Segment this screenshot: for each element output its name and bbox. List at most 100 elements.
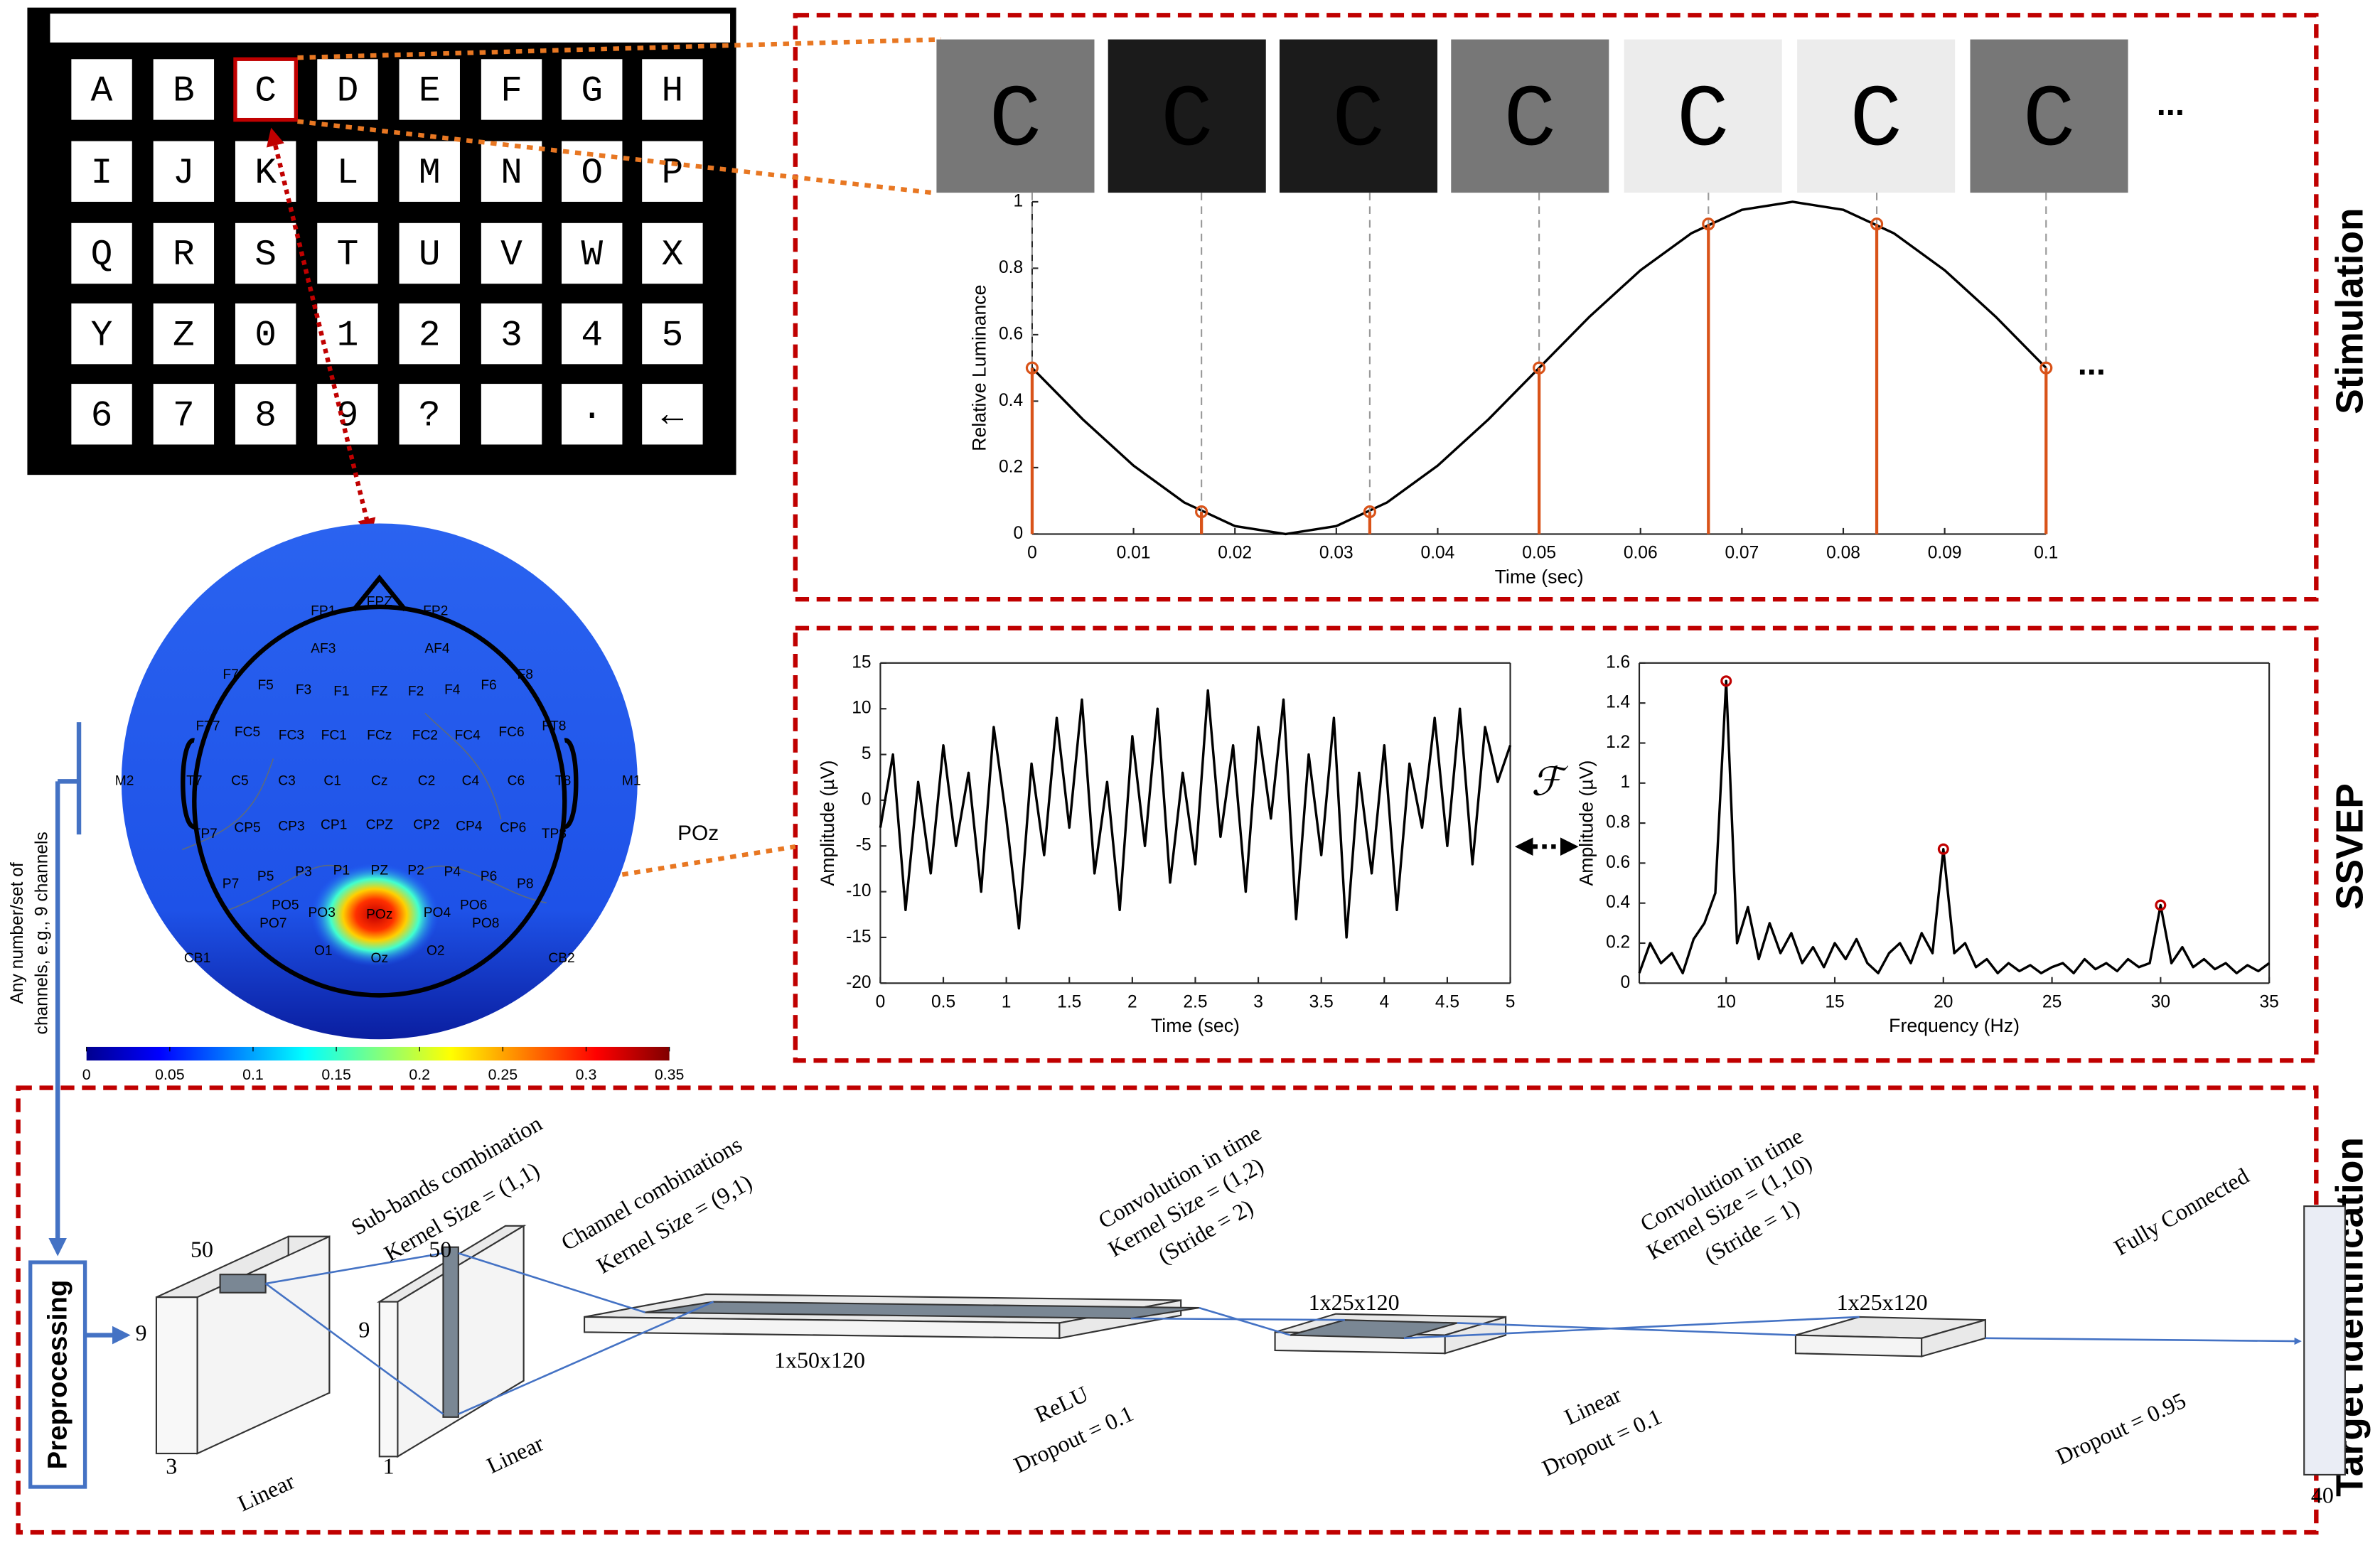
key-label: 6 — [91, 395, 113, 436]
link — [1130, 1317, 1345, 1321]
stem-marker — [1363, 505, 1376, 519]
y-tick-label: 0.8 — [999, 258, 1023, 277]
electrode-label: FT8 — [542, 719, 566, 734]
stimulation-frame — [793, 13, 2319, 602]
dense-layer — [2303, 1205, 2346, 1476]
y-tick-label: 1.4 — [1606, 693, 1630, 712]
stem-marker — [1870, 217, 1884, 231]
y-tick-label: 15 — [852, 652, 871, 672]
key — [642, 59, 703, 120]
electrode-label: CP6 — [500, 821, 526, 836]
key-label: 1 — [337, 315, 359, 356]
electrode-label: P5 — [257, 869, 274, 884]
key-label: 2 — [419, 315, 441, 356]
key-label: M — [419, 153, 441, 194]
electrode-label: F8 — [518, 667, 533, 682]
electrode-label: C5 — [231, 773, 249, 788]
x-tick-label: 0 — [1027, 544, 1037, 563]
x-tick-label: 3 — [1253, 993, 1263, 1012]
electrode-label: FC6 — [498, 725, 524, 740]
x-tick-label: 4 — [1379, 993, 1389, 1012]
link — [458, 1301, 714, 1415]
key — [481, 222, 542, 284]
electrode-label: FC5 — [235, 725, 260, 740]
key-label: P — [662, 153, 684, 194]
colorbar-tick-label: 0.15 — [321, 1066, 351, 1083]
connector — [297, 119, 933, 195]
x-tick-label: 0.03 — [1319, 544, 1354, 563]
key-label: Y — [91, 315, 113, 356]
x-tick-label: 0.05 — [1522, 544, 1556, 563]
key — [562, 141, 623, 202]
key-label: W — [581, 235, 603, 276]
link-arrow — [266, 127, 376, 537]
link — [1199, 1306, 1291, 1336]
layer-label: Linear — [483, 1430, 547, 1478]
electrode-label: CP2 — [413, 817, 439, 832]
x-tick-label: 1.5 — [1057, 993, 1081, 1012]
y-tick-label: 1 — [1621, 773, 1631, 792]
electrode-label: CP3 — [278, 819, 304, 834]
link — [1457, 1322, 1796, 1336]
electrode-label: T7 — [186, 773, 202, 788]
text-bar — [50, 14, 731, 43]
frame — [1624, 39, 1782, 193]
electrode-label: F1 — [333, 684, 349, 699]
key — [562, 222, 623, 284]
electrode-label: CP1 — [321, 817, 347, 832]
frame-letter: C — [1332, 72, 1385, 171]
key — [153, 222, 215, 284]
dimension-label: 1 — [383, 1453, 395, 1479]
line-series — [1638, 679, 2271, 974]
y-tick-label: 0.4 — [999, 391, 1023, 410]
y-tick-label: 10 — [852, 699, 871, 718]
electrode-label: FZ — [371, 684, 388, 699]
colorbar-tick-label: 0 — [82, 1066, 91, 1083]
x-tick-label: 0.09 — [1928, 544, 1962, 563]
electrode-label: FC1 — [321, 728, 347, 743]
dimension-label: 3 — [166, 1453, 177, 1479]
x-axis-label: Frequency (Hz) — [1889, 1015, 2020, 1036]
stem-marker — [2039, 361, 2053, 375]
colorbar-tick-label: 0.25 — [488, 1066, 518, 1083]
key-label: D — [337, 71, 359, 112]
electrodes: FP1 FPZ FP2 AF3 AF4 F7 F5 F3 F1 FZ F2 F4 F6 F8 FT7 FC5 F… — [115, 595, 641, 967]
ellipsis: ... — [2157, 85, 2185, 122]
x-axis-label: Time (sec) — [1151, 1015, 1240, 1036]
electrode-label: FPZ — [367, 595, 393, 610]
x-tick-label: 1 — [1002, 993, 1012, 1012]
electrode-label: F3 — [296, 682, 311, 697]
x-axis-label: Time (sec) — [1495, 566, 1584, 587]
electrode-label: PZ — [371, 863, 389, 878]
electrode-label: F6 — [481, 678, 496, 693]
x-tick-label: 2.5 — [1183, 993, 1207, 1012]
electrode-label: C3 — [278, 773, 296, 788]
key — [642, 141, 703, 202]
key — [71, 222, 132, 284]
peak-marker — [1720, 675, 1732, 687]
electrode-label: CB1 — [184, 951, 210, 966]
y-tick-label: 1.2 — [1606, 733, 1630, 752]
key — [562, 384, 623, 445]
electrode-label: P6 — [481, 869, 498, 884]
x-tick-label: 0.5 — [931, 993, 955, 1012]
stem-marker — [1533, 361, 1546, 375]
x-tick-label: 35 — [2259, 993, 2278, 1012]
electrode-label: FC4 — [455, 728, 481, 743]
key-label: J — [173, 153, 195, 194]
preprocessing-box — [28, 1260, 87, 1489]
key-label: X — [662, 235, 684, 276]
key-label: S — [254, 235, 277, 276]
x-tick-label: 15 — [1825, 993, 1844, 1012]
key — [481, 384, 542, 445]
y-tick-label: 0 — [1621, 973, 1631, 992]
colorbar-tick-label: 0.35 — [655, 1066, 685, 1083]
frame-letter: C — [1161, 72, 1213, 171]
y-tick-label: 0.2 — [999, 457, 1023, 476]
y-tick-label: 0 — [1013, 524, 1023, 543]
x-tick-label: 20 — [1934, 993, 1953, 1012]
y-tick-label: 0.6 — [1606, 853, 1630, 872]
electrode-label: FP1 — [311, 603, 336, 618]
